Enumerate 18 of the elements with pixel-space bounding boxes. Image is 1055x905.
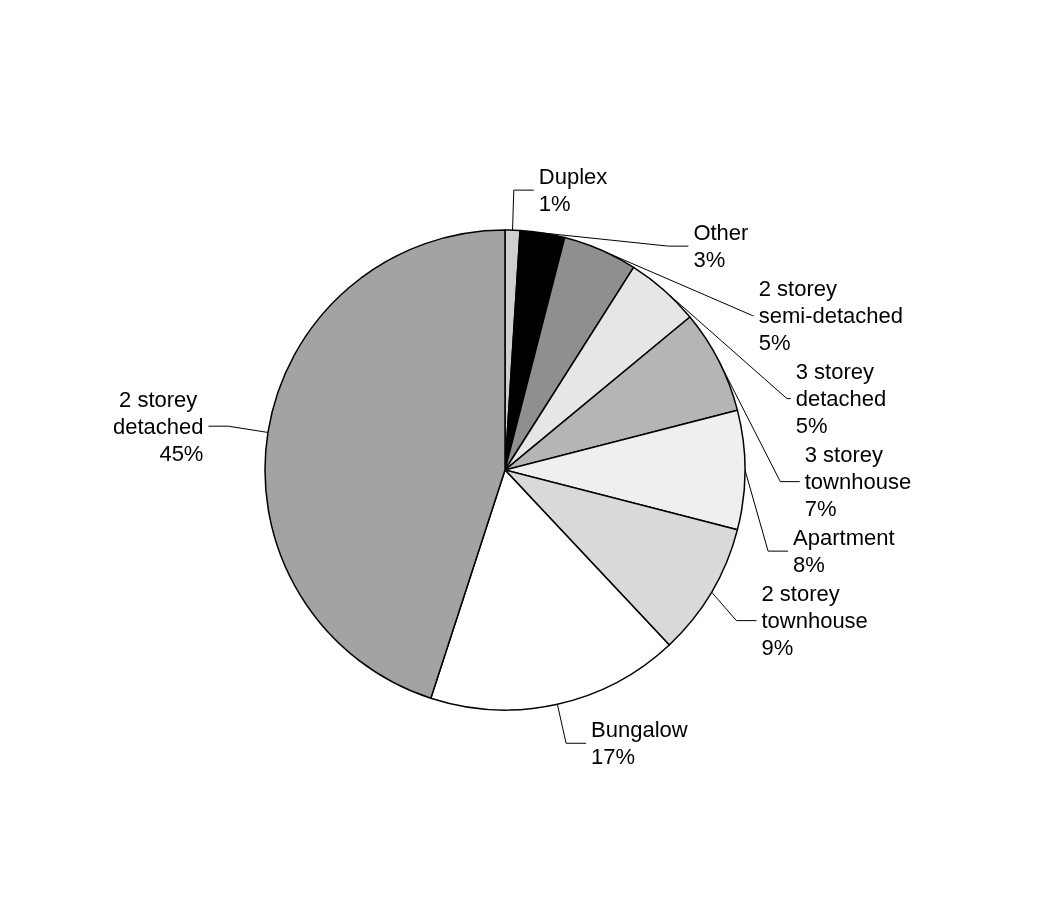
slice-label: 2 storey townhouse xyxy=(761,581,868,634)
slice-label: 2 storey detached xyxy=(112,386,204,439)
data-label: 17% xyxy=(591,744,636,770)
data-label: 5% xyxy=(758,330,791,356)
slice-label: Other xyxy=(693,220,749,246)
data-label: 1% xyxy=(538,191,571,217)
slice-label: Duplex xyxy=(538,164,608,190)
slice-label: 2 storey semi-detached xyxy=(758,276,903,329)
data-label: 9% xyxy=(761,635,794,661)
slice-label: 3 storey detached xyxy=(795,359,887,412)
data-label: 8% xyxy=(793,552,825,578)
slice-label: 3 storey townhouse xyxy=(804,442,912,495)
data-label: 7% xyxy=(804,496,837,522)
slice-label: Bungalow xyxy=(591,717,688,743)
data-label: 5% xyxy=(795,413,828,439)
slice-label: Apartment xyxy=(793,525,895,551)
data-label: 45% xyxy=(159,440,204,466)
data-label: 3% xyxy=(693,247,726,273)
